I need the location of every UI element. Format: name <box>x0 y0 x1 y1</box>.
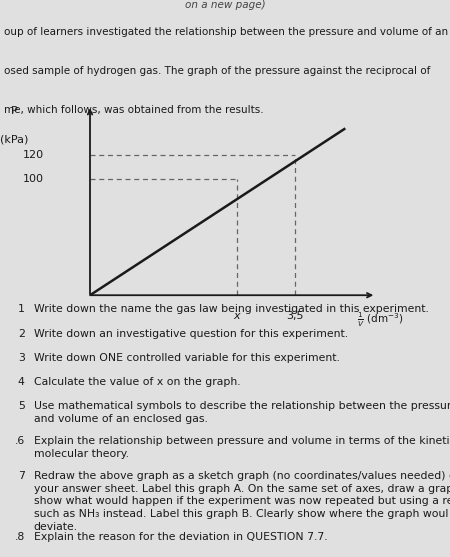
Text: Calculate the value of x on the graph.: Calculate the value of x on the graph. <box>34 377 240 387</box>
Text: 3,5: 3,5 <box>287 311 304 321</box>
Text: 1: 1 <box>18 305 25 315</box>
Text: 7: 7 <box>18 471 25 481</box>
Text: 5: 5 <box>18 401 25 411</box>
Text: osed sample of hydrogen gas. The graph of the pressure against the reciprocal of: osed sample of hydrogen gas. The graph o… <box>4 66 431 76</box>
Text: Redraw the above graph as a sketch graph (no coordinates/values needed) o
your a: Redraw the above graph as a sketch graph… <box>34 471 450 532</box>
Text: Explain the reason for the deviation in QUESTION 7.7.: Explain the reason for the deviation in … <box>34 531 328 541</box>
Text: Write down an investigative question for this experiment.: Write down an investigative question for… <box>34 329 348 339</box>
Text: .8: .8 <box>14 531 25 541</box>
Text: 4: 4 <box>18 377 25 387</box>
Text: (kPa): (kPa) <box>0 135 29 145</box>
Text: Use mathematical symbols to describe the relationship between the pressure
and v: Use mathematical symbols to describe the… <box>34 401 450 424</box>
Text: 100: 100 <box>23 174 44 184</box>
Text: P: P <box>11 106 18 116</box>
Text: oup of learners investigated the relationship between the pressure and volume of: oup of learners investigated the relatio… <box>4 27 449 37</box>
Text: .6: .6 <box>14 436 25 446</box>
Text: $\frac{1}{V}$ (dm$^{-3}$): $\frac{1}{V}$ (dm$^{-3}$) <box>357 311 404 329</box>
Text: Write down the name the gas law being investigated in this experiment.: Write down the name the gas law being in… <box>34 305 428 315</box>
Text: 2: 2 <box>18 329 25 339</box>
Text: 120: 120 <box>23 150 44 160</box>
Text: x: x <box>234 311 240 321</box>
Text: me, which follows, was obtained from the results.: me, which follows, was obtained from the… <box>4 105 264 115</box>
Text: Explain the relationship between pressure and volume in terms of the kinetic
mol: Explain the relationship between pressur… <box>34 436 450 458</box>
Text: on a new page): on a new page) <box>184 0 266 10</box>
Text: Write down ONE controlled variable for this experiment.: Write down ONE controlled variable for t… <box>34 353 340 363</box>
Text: 3: 3 <box>18 353 25 363</box>
